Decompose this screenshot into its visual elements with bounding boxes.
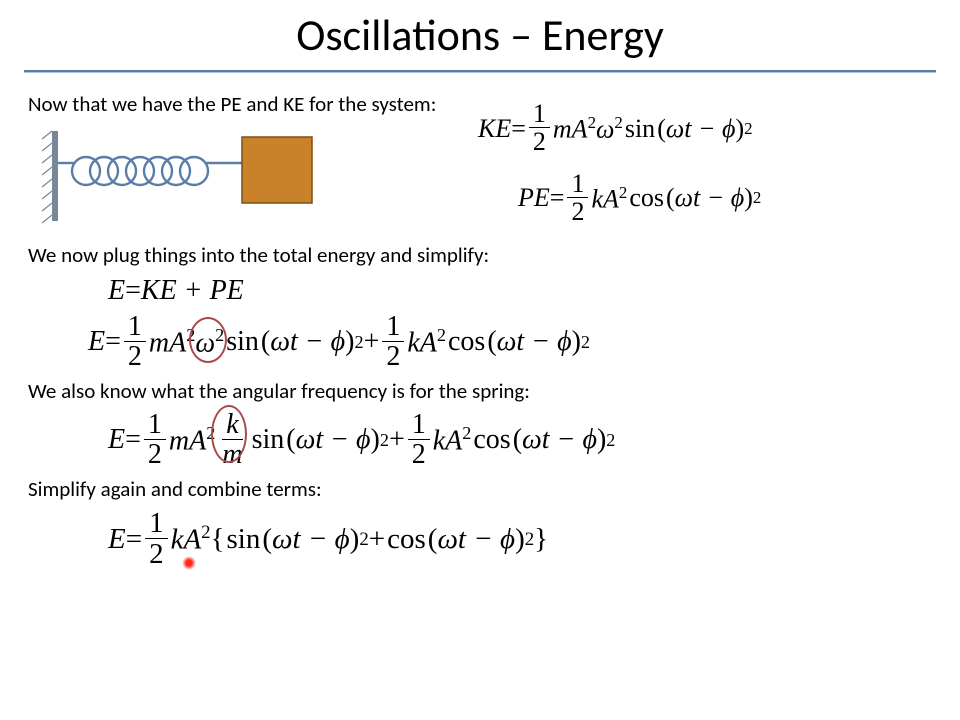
simplify-text: Simplify again and combine terms: xyxy=(28,476,932,502)
mA2: mA2ω2 xyxy=(553,113,623,145)
laser-pointer-icon xyxy=(182,556,196,570)
plug-text: We now plug things into the total energy… xyxy=(28,242,932,268)
ke-lhs: KE xyxy=(478,114,511,144)
intro-text: Now that we have the PE and KE for the s… xyxy=(28,91,458,117)
eq-total-4: E = 12 kA2 { sin (ωt − ϕ)2 + cos (ωt − ϕ… xyxy=(108,509,932,571)
title-underline xyxy=(24,70,936,73)
pe-lhs: PE xyxy=(518,183,550,213)
eq-ke: KE = 12 mA2ω2 sin (ωt − ϕ)2 xyxy=(478,101,932,157)
eq-total-2: E = 12 mA2 ω2 sin (ωt − ϕ)2 + 12 kA2 cos… xyxy=(88,313,932,373)
half-frac: 12 xyxy=(529,101,550,157)
page-title: Oscillations – Energy xyxy=(0,0,960,70)
sin: sin xyxy=(625,114,655,144)
eq-pe: PE = 12 kA2 cos (ωt − ϕ)2 xyxy=(518,171,932,227)
eq-sign: = xyxy=(511,114,526,144)
eq-total-1: E = KE + PE xyxy=(108,275,932,307)
eq-total-3: E = 12 mA2 km sin (ωt − ϕ)2 + 12 kA2 cos… xyxy=(108,411,932,471)
angfreq-text: We also know what the angular frequency … xyxy=(28,378,932,404)
spring-mass-diagram xyxy=(34,125,458,230)
slide-body: Now that we have the PE and KE for the s… xyxy=(0,91,960,570)
